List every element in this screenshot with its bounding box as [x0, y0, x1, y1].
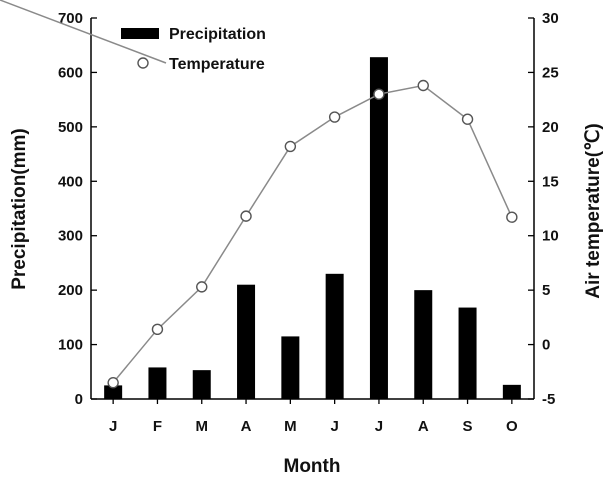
y-tick-label: 500: [58, 119, 83, 136]
y-tick-label: 0: [75, 391, 83, 408]
plot-area: [104, 57, 521, 400]
temperature-point: [107, 376, 119, 389]
bar: [414, 290, 433, 399]
x-tick-label: J: [375, 418, 383, 435]
temperature-line: [112, 84, 513, 384]
bar: [104, 385, 123, 399]
bar: [502, 384, 521, 399]
temperature-point: [373, 88, 385, 100]
x-axis-title: Month: [284, 456, 341, 477]
temperature-point: [151, 323, 164, 336]
x-tick-label: M: [284, 418, 297, 435]
legend-swatch-temperature-line: [0, 0, 167, 64]
bar: [237, 284, 256, 399]
bar: [281, 336, 300, 399]
y2-tick-label: 25: [542, 64, 559, 81]
y-tick-label: 700: [58, 10, 83, 27]
y2-tick-label: -5: [542, 391, 555, 408]
x-tick-label: J: [109, 418, 117, 435]
y-tick-label: 300: [58, 228, 83, 245]
bar: [192, 370, 211, 399]
bar: [325, 273, 344, 399]
temperature-point: [328, 111, 341, 123]
y-tick-label: 100: [58, 337, 83, 354]
y2-tick-label: 15: [542, 173, 559, 190]
legend-label-precipitation: Precipitation: [169, 26, 266, 43]
y-tick-label: 600: [58, 64, 83, 81]
legend-label-temperature: Temperature: [169, 56, 265, 73]
x-tick-label: S: [463, 418, 473, 435]
y-axis-title: Precipitation(mm): [9, 128, 30, 290]
y2-tick-label: 30: [542, 10, 559, 27]
x-tick-label: M: [196, 418, 209, 435]
temperature-point: [196, 281, 208, 293]
x-tick-label: A: [241, 418, 252, 435]
temperature-point: [506, 211, 518, 223]
y2-axis-title: Air temperature(℃): [583, 123, 604, 298]
y-tick-label: 200: [58, 282, 83, 299]
temperature-point: [284, 140, 297, 153]
bar: [458, 307, 477, 399]
y2-tick-label: 5: [542, 282, 550, 299]
axes: 0 100 200 300 400 500 600 700 -5 0 5 10 15 20 25 30 J F M A…: [58, 10, 559, 435]
y2-tick-label: 0: [542, 337, 550, 354]
temperature-point: [461, 113, 474, 125]
y-tick-label: 400: [58, 173, 83, 190]
legend-swatch-precipitation: [121, 28, 159, 39]
temperature-point: [240, 210, 252, 222]
x-tick-label: O: [506, 418, 518, 435]
bar: [148, 367, 167, 399]
y2-tick-label: 20: [542, 119, 559, 136]
temperature-point: [417, 79, 429, 92]
bar: [369, 57, 388, 400]
legend-swatch-temperature-marker: [137, 57, 149, 69]
x-tick-label: F: [153, 418, 162, 435]
x-tick-label: J: [330, 418, 338, 435]
y2-tick-label: 10: [542, 228, 559, 245]
legend: Precipitation Temperature: [0, 0, 266, 73]
x-tick-label: A: [418, 418, 429, 435]
